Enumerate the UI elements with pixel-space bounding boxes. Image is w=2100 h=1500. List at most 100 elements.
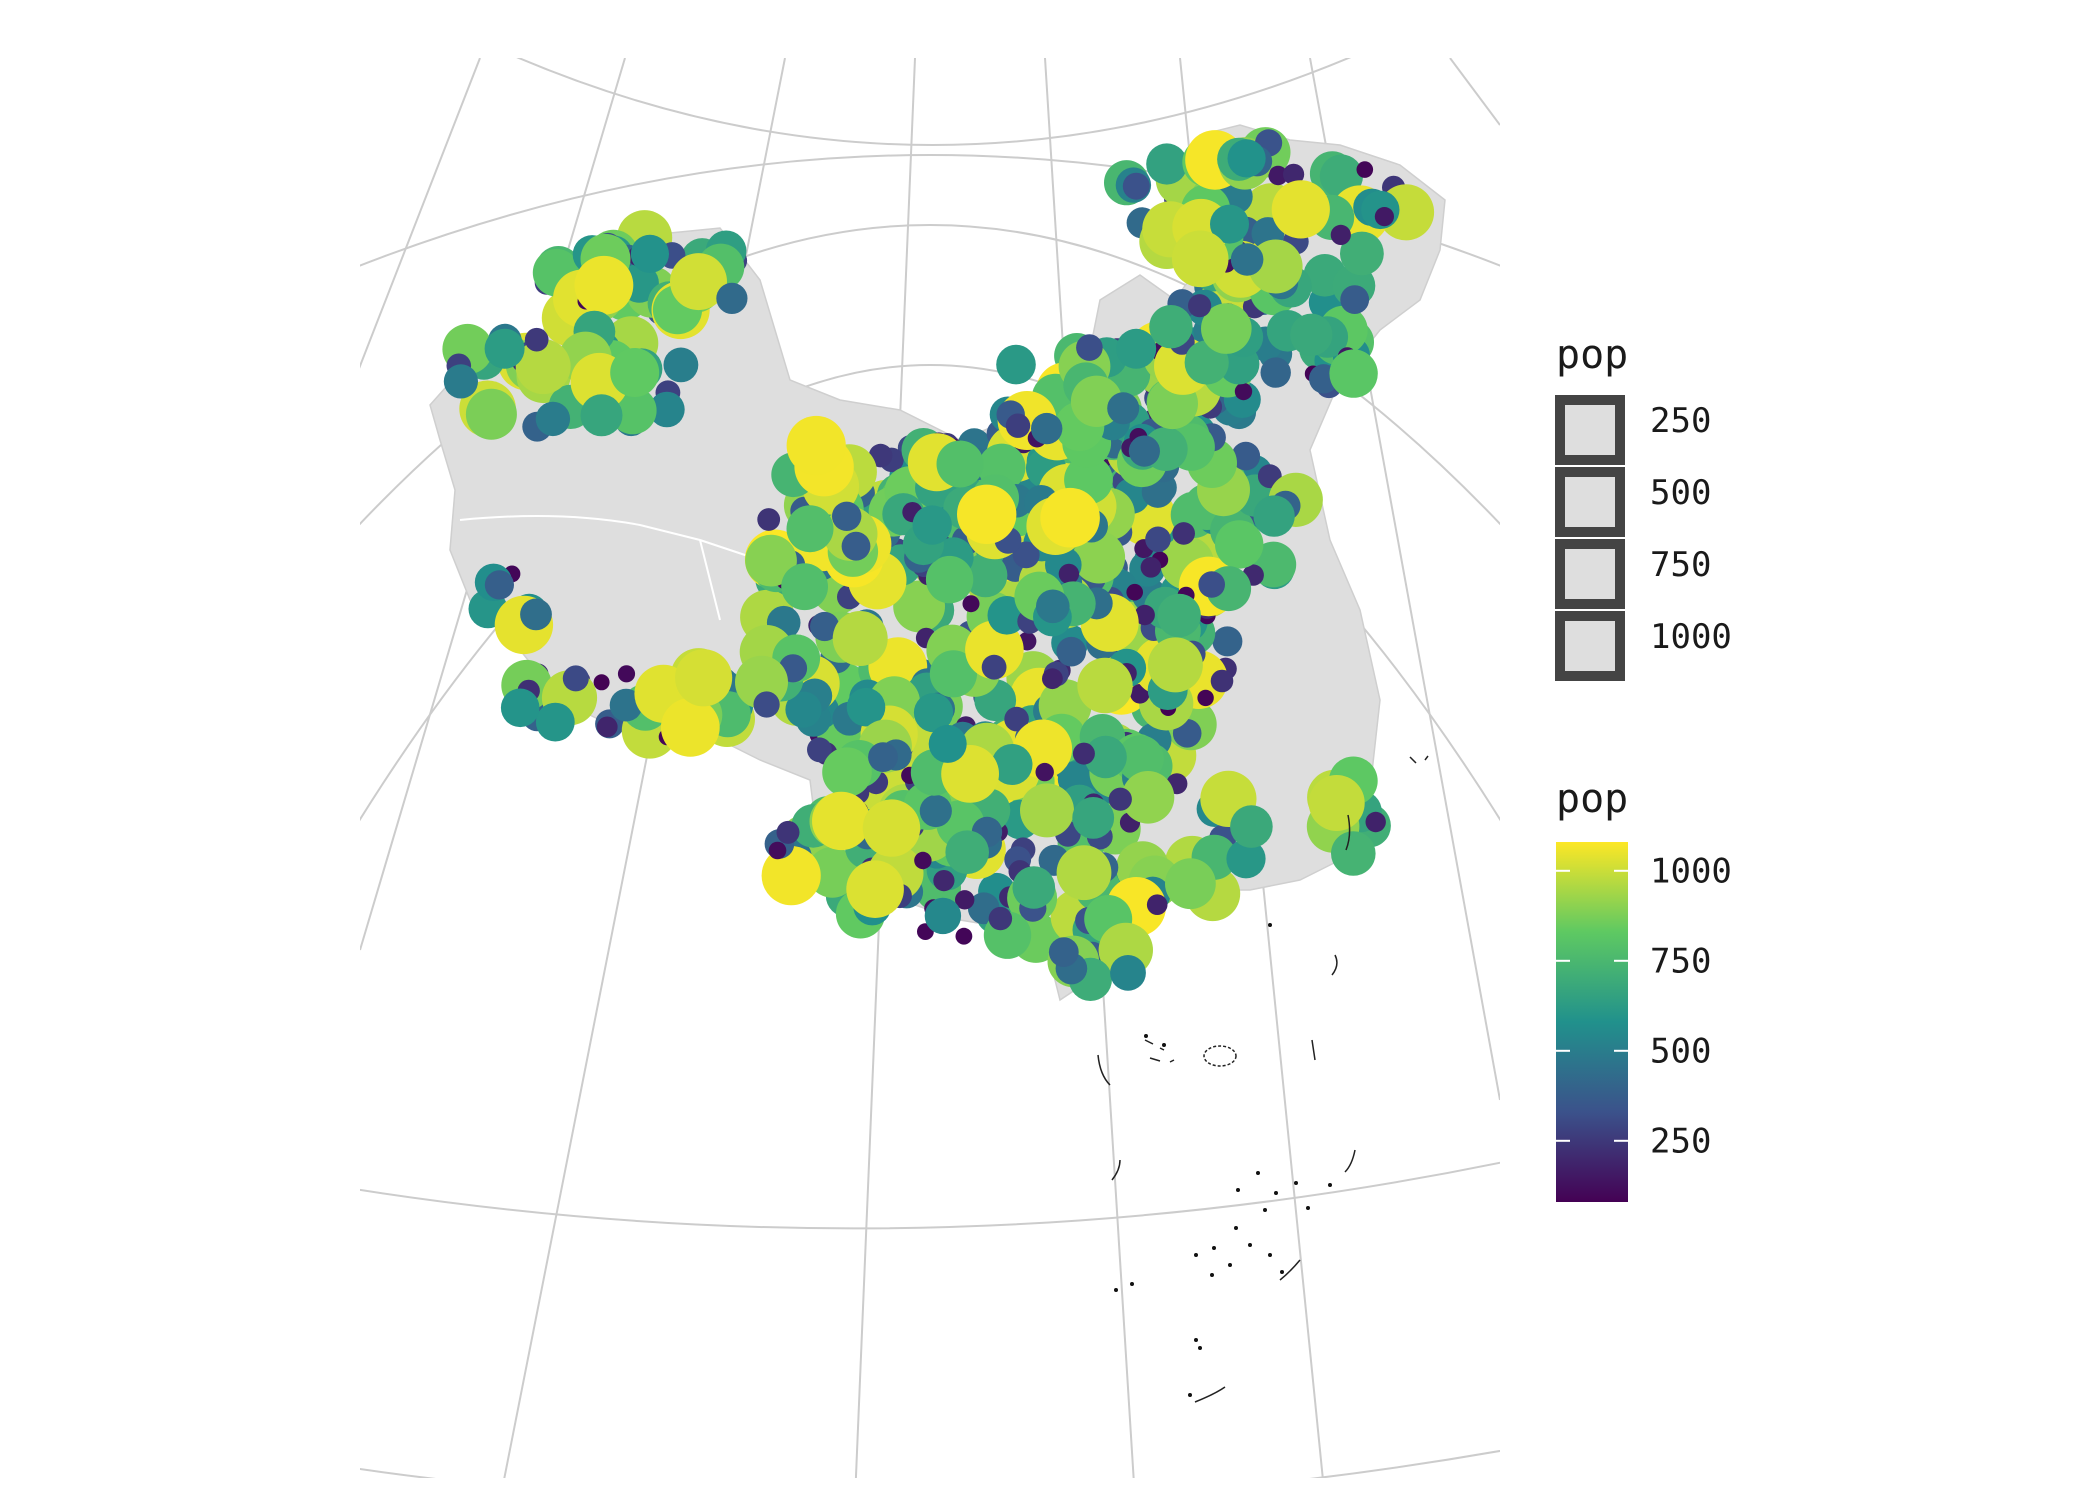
city-point — [1171, 230, 1229, 288]
island-dot — [1210, 1273, 1214, 1277]
city-point — [630, 234, 670, 273]
island-dot — [1130, 1282, 1134, 1286]
color-legend-label: 500 — [1650, 1032, 1711, 1072]
size-legend-key-500: 500 — [1555, 467, 1711, 537]
city-point — [649, 391, 685, 428]
city-point — [1227, 139, 1266, 178]
city-point — [617, 665, 636, 683]
city-point — [925, 555, 974, 604]
city-point — [945, 830, 989, 874]
island-dot — [1294, 1181, 1298, 1185]
island-dot — [1236, 1188, 1240, 1192]
city-point — [933, 870, 955, 892]
island-dot — [1256, 1171, 1260, 1175]
city-point — [745, 534, 797, 587]
city-point — [1231, 441, 1261, 471]
city-point — [1331, 831, 1376, 876]
city-point — [610, 348, 660, 397]
size-legend-title: pop — [1556, 332, 1628, 378]
city-point — [1146, 143, 1188, 185]
graticule-parallel — [360, 364, 1500, 822]
city-point — [1147, 637, 1203, 693]
color-legend-ticks: 250 500 750 1000 — [1556, 852, 1732, 1162]
island-dot — [1274, 1191, 1278, 1195]
island-outline — [1097, 1054, 1111, 1086]
city-point — [1031, 412, 1063, 445]
city-point — [1072, 531, 1126, 584]
island-dot — [1194, 1253, 1198, 1257]
city-point — [955, 890, 975, 910]
city-point — [1253, 495, 1295, 537]
city-point — [1072, 742, 1095, 765]
color-legend-label: 1000 — [1650, 852, 1732, 892]
island-outline — [1409, 755, 1429, 764]
city-point — [1040, 487, 1100, 548]
city-point — [1260, 357, 1291, 388]
city-point — [768, 841, 787, 860]
island-dot — [1306, 1206, 1310, 1210]
city-point — [761, 846, 821, 906]
city-point — [1374, 207, 1394, 227]
city-point — [1271, 180, 1330, 239]
city-point — [1036, 589, 1070, 624]
city-point — [1330, 224, 1351, 245]
graticule-parallel — [516, 58, 1351, 146]
island-dot — [1162, 1043, 1166, 1047]
size-legend-label: 750 — [1650, 545, 1711, 585]
city-point — [832, 611, 888, 666]
island-dot — [1144, 1034, 1148, 1038]
city-point — [580, 394, 623, 437]
city-point — [1157, 593, 1201, 638]
city-point — [1012, 866, 1056, 909]
city-point — [500, 688, 540, 728]
city-point — [535, 702, 575, 742]
city-point — [609, 688, 643, 722]
graticule-meridian — [1449, 58, 1500, 126]
city-point — [1121, 771, 1175, 824]
city-point — [757, 508, 781, 531]
city-point — [1110, 955, 1146, 991]
color-legend-label: 250 — [1650, 1122, 1711, 1162]
city-point — [914, 851, 932, 870]
city-point — [1234, 382, 1253, 401]
city-point — [1107, 392, 1140, 425]
city-point — [1210, 204, 1249, 244]
city-point — [962, 595, 980, 613]
island-dots — [1114, 923, 1332, 1397]
island-dot — [1268, 923, 1272, 927]
city-point — [1072, 797, 1115, 839]
city-point — [1329, 349, 1378, 398]
city-point — [524, 327, 549, 352]
island-dot — [1248, 1243, 1252, 1247]
city-point — [596, 716, 618, 738]
island-dot — [1268, 1253, 1272, 1257]
island-dot — [1114, 1288, 1118, 1292]
city-point — [1283, 163, 1305, 185]
city-point — [1020, 783, 1074, 838]
city-point — [1128, 435, 1160, 467]
city-point — [1042, 668, 1063, 690]
city-point — [822, 747, 872, 797]
city-point — [936, 440, 984, 488]
city-point — [1108, 787, 1132, 811]
city-point — [1076, 334, 1103, 361]
island-dot — [1234, 1226, 1238, 1230]
island-dot — [1188, 1393, 1192, 1397]
city-point — [1268, 165, 1288, 186]
city-point — [1035, 762, 1054, 782]
island-dot — [1198, 1346, 1202, 1350]
island-outline — [1144, 1039, 1175, 1063]
city-point — [1308, 775, 1365, 831]
city-point — [574, 255, 634, 315]
size-legend-label: 500 — [1650, 473, 1711, 513]
city-point — [1126, 583, 1143, 601]
city-point — [1230, 805, 1273, 848]
city-point — [716, 282, 748, 314]
city-point — [1134, 604, 1155, 626]
city-point — [484, 328, 525, 369]
city-point — [912, 505, 952, 545]
city-point — [928, 724, 967, 763]
city-point — [924, 897, 962, 935]
city-point — [1226, 839, 1266, 879]
color-legend-label: 750 — [1650, 942, 1711, 982]
